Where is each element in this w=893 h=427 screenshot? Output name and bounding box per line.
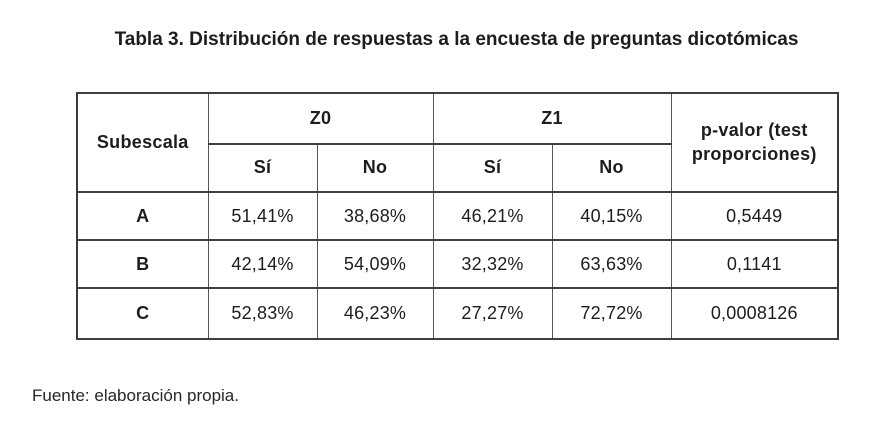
cell-z1-si: 27,27%	[432, 287, 553, 340]
table-row-b: B 42,14% 54,09% 32,32% 63,63% 0,1141	[76, 239, 839, 289]
table-body: A 51,41% 38,68% 46,21% 40,15% 0,5449 B 4…	[76, 191, 839, 340]
header-z1-si: Sí	[432, 143, 553, 193]
header-group-z1: Z1	[432, 92, 672, 145]
header-pvalor: p-valor (test proporciones)	[670, 92, 839, 193]
cell-subescala: C	[76, 287, 209, 340]
cell-pvalor: 0,5449	[670, 191, 839, 241]
cell-subescala: B	[76, 239, 209, 289]
cell-z0-no: 54,09%	[316, 239, 434, 289]
cell-pvalor: 0,1141	[670, 239, 839, 289]
header-group-z0: Z0	[207, 92, 434, 145]
cell-subescala: A	[76, 191, 209, 241]
cell-z0-si: 51,41%	[207, 191, 318, 241]
table-row-c: C 52,83% 46,23% 27,27% 72,72% 0,0008126	[76, 287, 839, 340]
dichotomous-responses-table: Subescala Z0 Z1 p-valor (test proporcion…	[76, 92, 840, 340]
header-z0-no: No	[316, 143, 434, 193]
header-z1-no: No	[551, 143, 672, 193]
header-z0-si: Sí	[207, 143, 318, 193]
cell-z1-no: 63,63%	[551, 239, 672, 289]
cell-pvalor: 0,0008126	[670, 287, 839, 340]
cell-z0-si: 42,14%	[207, 239, 318, 289]
header-row-subcolumns: Sí No Sí No	[77, 143, 838, 193]
table-row-a: A 51,41% 38,68% 46,21% 40,15% 0,5449	[76, 191, 839, 241]
table-title: Tabla 3. Distribución de respuestas a la…	[114, 29, 799, 50]
cell-z0-si: 52,83%	[207, 287, 318, 340]
source-note: Fuente: elaboración propia.	[32, 386, 239, 405]
cell-z1-si: 46,21%	[432, 191, 553, 241]
cell-z1-no: 40,15%	[551, 191, 672, 241]
table-header: Subescala Z0 Z1 p-valor (test proporcion…	[76, 92, 839, 193]
cell-z0-no: 46,23%	[316, 287, 434, 340]
header-row-groups: Subescala Z0 Z1 p-valor (test proporcion…	[76, 92, 839, 193]
cell-z1-si: 32,32%	[432, 239, 553, 289]
cell-z0-no: 38,68%	[316, 191, 434, 241]
cell-z1-no: 72,72%	[551, 287, 672, 340]
header-subescala: Subescala	[76, 92, 209, 193]
